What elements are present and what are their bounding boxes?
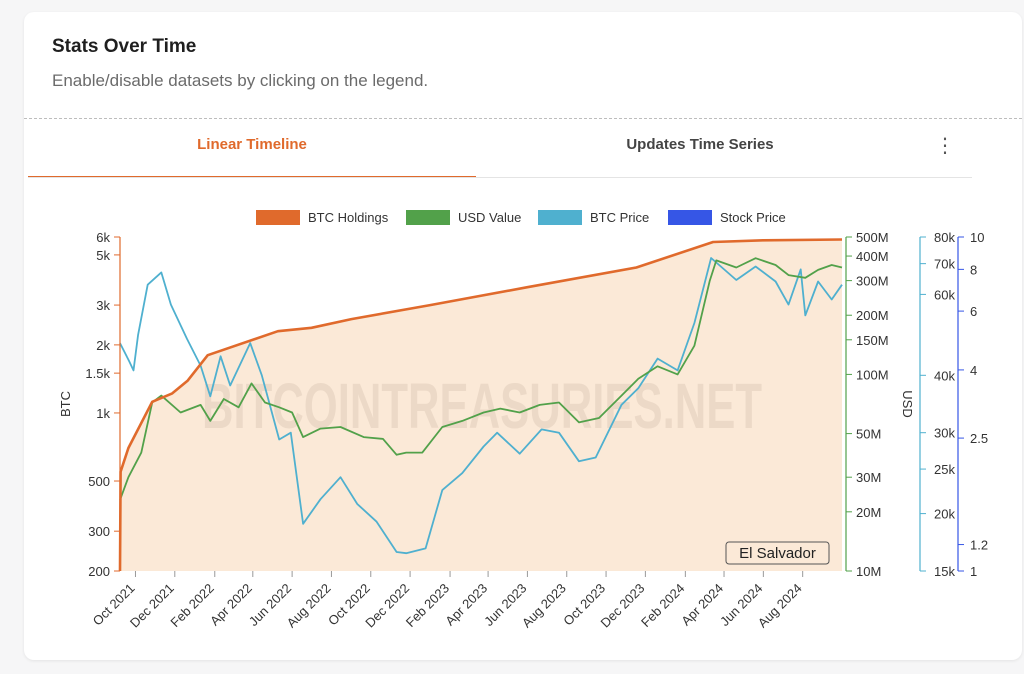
price-axis-tick-label: 70k (934, 257, 955, 272)
price-axis-tick-label: 20k (934, 507, 955, 522)
usd-value-line (119, 257, 843, 501)
kebab-menu-icon[interactable]: ⋮ (935, 135, 955, 157)
btc-axis-tick-label: 6k (96, 230, 110, 245)
stock-axis-tick-label: 1 (970, 564, 977, 579)
price-axis-tick-label: 15k (934, 564, 955, 579)
stock-axis-tick-label: 4 (970, 363, 977, 378)
card-subtitle: Enable/disable datasets by clicking on t… (52, 71, 429, 90)
price-axis-tick-label: 40k (934, 368, 955, 383)
usd-axis-tick-label: 150M (856, 333, 889, 348)
usd-axis-tick-label: 500M (856, 230, 889, 245)
legend-label: BTC Holdings (308, 210, 389, 225)
btc-axis-tick-label: 1.5k (85, 366, 110, 381)
btc-axis-tick-label: 5k (96, 248, 110, 263)
price-axis-tick-label: 60k (934, 287, 955, 302)
legend-label: BTC Price (590, 210, 649, 225)
legend-item[interactable]: Stock Price (668, 210, 786, 225)
btc-axis-tick-label: 200 (88, 564, 110, 579)
el-salvador-badge-frame (725, 541, 830, 565)
btc-holdings-area (120, 239, 842, 571)
legend-swatch (406, 210, 450, 225)
tabs-underline (28, 177, 972, 178)
usd-axis-tick-label: 10M (856, 564, 881, 579)
btc-axis-tick-label: 300 (88, 524, 110, 539)
stock-axis-tick-label: 2.5 (970, 431, 988, 446)
usd-axis-tick-label: 400M (856, 249, 889, 264)
btc-axis-tick-label: 1k (96, 406, 110, 421)
usd-axis-tick-label: 300M (856, 274, 889, 289)
stock-axis-tick-label: 6 (970, 304, 977, 319)
btc-axis-tick-label: 500 (88, 474, 110, 489)
tab-updates-time-series[interactable]: Updates Time Series (626, 136, 774, 153)
stock-axis-tick-label: 1.2 (970, 538, 988, 553)
x-axis-tick-label: Feb 2023 (403, 581, 452, 630)
stock-axis-tick-label: 8 (970, 262, 977, 277)
price-axis-tick-label: 30k (934, 426, 955, 441)
usd-axis-tick-label: 50M (856, 427, 881, 442)
legend-label: USD Value (458, 210, 521, 225)
btc-axis-tick-label: 2k (96, 338, 110, 353)
x-axis-tick-label: Feb 2022 (167, 581, 216, 630)
price-axis-tick-label: 25k (934, 462, 955, 477)
watermark: BITCOINTREASURIES.NET (202, 370, 762, 442)
card-title: Stats Over Time (52, 36, 197, 57)
usd-axis-tick-label: 30M (856, 470, 881, 485)
legend-swatch (668, 210, 712, 225)
btc-axis-title: BTC (58, 391, 73, 417)
btc-axis-tick-label: 3k (96, 298, 110, 313)
stock-axis-tick-label: 10 (970, 230, 984, 245)
usd-axis-tick-label: 20M (856, 505, 881, 520)
legend-swatch (256, 210, 300, 225)
legend-item[interactable]: BTC Holdings (256, 210, 389, 225)
legend-label: Stock Price (720, 210, 786, 225)
usd-axis-tick-label: 200M (856, 308, 889, 323)
usd-axis-title: USD (900, 390, 915, 417)
el-salvador-badge: El Salvador (725, 541, 830, 565)
legend-swatch (538, 210, 582, 225)
price-axis-tick-label: 80k (934, 230, 955, 245)
btc-holdings-line (118, 238, 843, 572)
dashed-divider (24, 118, 1022, 119)
usd-axis-tick-label: 100M (856, 367, 889, 382)
btc-price-line (119, 257, 843, 555)
legend-item[interactable]: BTC Price (538, 210, 649, 225)
el-salvador-label: El Salvador (739, 545, 816, 562)
x-axis-tick-label: Feb 2024 (638, 581, 687, 630)
legend-item[interactable]: USD Value (406, 210, 521, 225)
